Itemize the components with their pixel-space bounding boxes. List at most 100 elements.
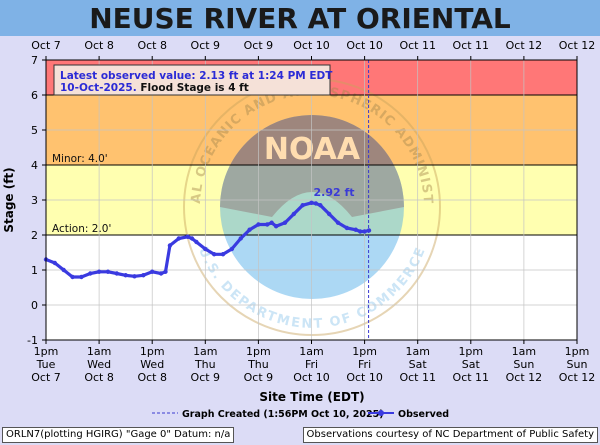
top-tick-label-9: Oct 12 <box>506 39 543 52</box>
header-band <box>0 0 600 36</box>
series-point-0-7 <box>105 269 111 274</box>
legend: Graph Created (1:56PM Oct 10, 2025) Obse… <box>152 409 449 420</box>
x-tick-day-9: Sun <box>513 358 534 371</box>
top-tick-label-3: Oct 9 <box>191 39 221 52</box>
watermark-globe <box>220 115 404 299</box>
top-tick-label-7: Oct 11 <box>399 39 436 52</box>
series-point-0-24 <box>238 236 243 241</box>
top-tick-label-8: Oct 11 <box>453 39 490 52</box>
x-tick-date-3: Oct 9 <box>191 371 221 384</box>
latest-date-text: 10-Oct-2025. <box>60 82 140 94</box>
series-point-0-37 <box>335 220 341 225</box>
peak-label: 2.92 ft <box>313 186 354 199</box>
observed-series <box>43 200 372 280</box>
series-point-0-32 <box>300 203 305 208</box>
chart-title: NEUSE RIVER AT ORIENTAL <box>89 2 511 35</box>
x-tick-day-3: Thu <box>194 358 216 371</box>
x-tick-day-8: Sat <box>462 358 481 371</box>
series-point-0-6 <box>96 269 102 274</box>
series-point-0-29 <box>273 224 279 229</box>
series-point-0-20 <box>203 246 208 252</box>
watermark-agency: NOAA <box>264 132 361 167</box>
top-tick-label-1: Oct 8 <box>84 39 114 52</box>
svg-text:10-Oct-2025. Flood Stage is 4: 10-Oct-2025. Flood Stage is 4 ft <box>60 82 249 94</box>
series-point-0-10 <box>132 274 137 279</box>
series-point-0-42 <box>366 228 372 233</box>
top-tick-label-2: Oct 8 <box>137 39 167 52</box>
y-tick-label-5: 5 <box>31 124 38 137</box>
top-tick-label-4: Oct 9 <box>244 39 274 52</box>
x-tick-time-4: 1pm <box>246 345 271 358</box>
x-tick-time-5: 1am <box>299 345 323 358</box>
x-tick-date-2: Oct 8 <box>137 371 167 384</box>
series-point-0-35 <box>318 203 323 208</box>
flood-stage-text: Flood Stage is 4 ft <box>140 82 248 94</box>
legend-created-label: Graph Created (1:56PM Oct 10, 2025) <box>182 409 384 420</box>
y-axis-label: Stage (ft) <box>2 167 16 232</box>
y-tick-label-3: 3 <box>31 194 38 207</box>
x-tick-time-6: 1pm <box>352 345 377 358</box>
series-point-0-30 <box>282 220 288 225</box>
x-tick-time-7: 1am <box>405 345 429 358</box>
x-tick-day-0: Tue <box>36 358 56 371</box>
series-point-0-38 <box>344 225 350 231</box>
top-tick-label-5: Oct 10 <box>293 39 330 52</box>
series-point-0-25 <box>247 227 252 232</box>
series-point-0-40 <box>357 229 363 234</box>
x-tick-date-4: Oct 9 <box>244 371 274 384</box>
x-tick-date-10: Oct 12 <box>559 371 596 384</box>
series-point-0-13 <box>158 271 164 276</box>
series-point-0-31 <box>291 211 296 217</box>
y-tick-label-0: 0 <box>31 299 38 312</box>
series-point-0-2 <box>61 267 66 273</box>
series-point-0-26 <box>256 222 261 227</box>
series-point-0-4 <box>79 274 84 280</box>
series-point-0-1 <box>52 260 58 266</box>
courtesy-note: Observations courtesy of NC Department o… <box>302 427 598 443</box>
series-point-0-3 <box>70 274 75 280</box>
series-point-0-27 <box>265 222 270 227</box>
series-point-0-8 <box>114 271 120 276</box>
x-tick-date-5: Oct 10 <box>293 371 330 384</box>
series-point-0-41 <box>362 229 367 234</box>
series-point-0-17 <box>185 234 190 239</box>
watermark-gull <box>220 115 404 217</box>
top-tick-label-6: Oct 10 <box>346 39 383 52</box>
series-point-0-39 <box>353 227 358 232</box>
y-tick-label-4: 4 <box>31 159 38 172</box>
series-point-0-11 <box>141 273 146 278</box>
x-tick-day-4: Thu <box>247 358 269 371</box>
x-tick-date-1: Oct 8 <box>84 371 114 384</box>
series-point-0-12 <box>150 269 155 274</box>
legend-observed-label: Observed <box>398 409 449 420</box>
series-point-0-33 <box>309 200 314 205</box>
y-tick-label-1: 1 <box>31 264 38 277</box>
series-point-0-34 <box>313 201 319 206</box>
x-tick-time-10: 1pm <box>565 345 590 358</box>
x-tick-date-7: Oct 11 <box>399 371 436 384</box>
x-tick-day-1: Wed <box>87 358 111 371</box>
x-tick-time-2: 1pm <box>140 345 165 358</box>
series-point-0-18 <box>189 236 195 241</box>
x-tick-date-0: Oct 7 <box>31 371 61 384</box>
x-axis-label: Site Time (EDT) <box>259 390 364 404</box>
series-point-0-19 <box>194 239 199 245</box>
series-point-0-28 <box>269 220 274 225</box>
series-point-0-5 <box>88 271 93 276</box>
y-tick-label--1: -1 <box>27 334 38 347</box>
series-point-0-36 <box>327 211 332 217</box>
series-point-0-16 <box>176 236 181 241</box>
latest-value-box: Latest observed value: 2.13 ft at 1:24 P… <box>53 64 333 96</box>
x-tick-time-1: 1am <box>87 345 111 358</box>
x-tick-time-9: 1am <box>512 345 536 358</box>
x-tick-date-6: Oct 10 <box>346 371 383 384</box>
legend-observed-marker <box>378 410 384 416</box>
x-tick-time-0: 1pm <box>34 345 59 358</box>
series-point-0-14 <box>163 269 168 274</box>
x-tick-day-5: Fri <box>305 358 318 371</box>
band-labels: Action: 2.0' Minor: 4.0' <box>52 153 111 235</box>
series-point-0-22 <box>220 252 226 257</box>
